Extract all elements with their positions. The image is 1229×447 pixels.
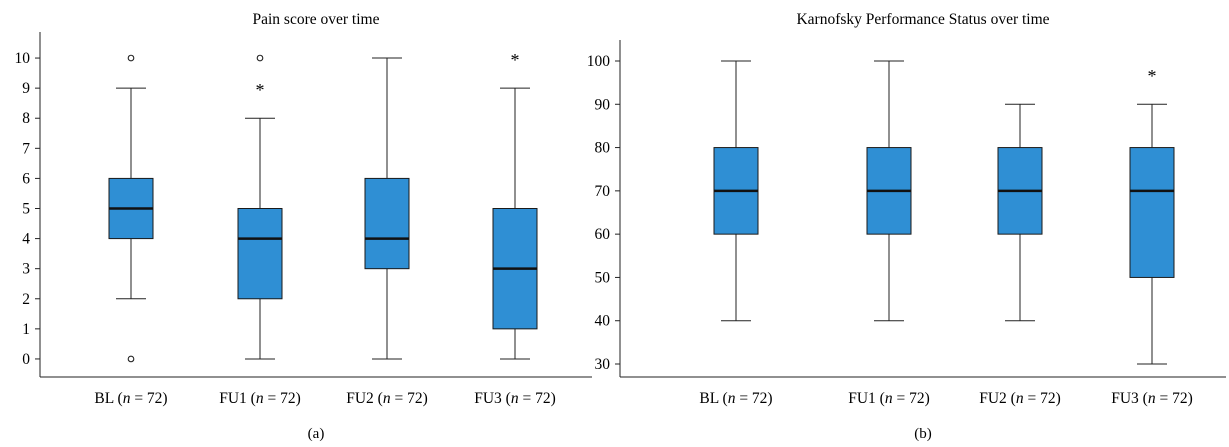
panel-b-category-label: FU2 (n = 72) [979,390,1061,407]
panel-b-y-tick-label: 30 [595,356,611,373]
outlier-point [127,54,135,62]
outlier-point [256,54,264,62]
panel-a-y-tick-label: 2 [22,291,30,308]
panel-b-title: Karnofsky Performance Status over time [796,11,1049,28]
panel-a-category-label: FU1 (n = 72) [219,390,301,407]
panel-a-y-tick-label: 9 [22,80,30,97]
panel-a-box-FU3: * [492,50,538,360]
panel-a-box-FU1: * [237,54,283,360]
panel-a: Pain score over time 0 1 2 3 4 5 6 7 8 9 10 BL (n = … [15,11,592,442]
extreme-point: * [1148,66,1157,86]
extreme-point: * [256,80,265,100]
panel-b: Karnofsky Performance Status over time 30… [587,11,1226,442]
panel-b-y-tick-label: 60 [595,226,611,243]
outlier-point [127,355,135,363]
panel-a-y-tick-label: 5 [22,201,30,218]
iqr-box [1129,147,1175,278]
panel-a-y-tick-label: 8 [22,110,30,127]
panel-a-y-tick-label: 4 [22,231,30,248]
panel-a-category-label: BL (n = 72) [94,390,167,407]
panel-b-category-label: FU3 (n = 72) [1111,390,1193,407]
panel-b-y-tick-label: 70 [595,183,611,200]
panel-b-box-FU3: * [1129,66,1175,365]
panel-b-y-tick-label: 50 [595,269,611,286]
panel-b-category-label: FU1 (n = 72) [848,390,930,407]
panel-b-box-FU1 [866,60,912,322]
panel-b-box-BL [713,60,759,322]
panel-a-y-tick-label: 6 [22,170,30,187]
panel-a-y-tick-label: 7 [22,140,30,157]
panel-b-box-FU2 [997,103,1043,322]
panel-a-box-BL [108,54,154,363]
panel-a-category-label: FU3 (n = 72) [474,390,556,407]
panel-a-label: (a) [308,426,325,442]
panel-a-y-tick-label: 10 [15,50,31,67]
iqr-box [237,208,283,300]
panel-b-y-tick-label: 80 [595,140,611,157]
panel-b-label: (b) [914,426,932,442]
panel-a-box-FU2 [364,57,410,360]
panel-a-y-tick-label: 3 [22,261,30,278]
extreme-point: * [511,50,520,70]
panel-b-y-tick-label: 90 [595,96,611,113]
panel-a-category-label: FU2 (n = 72) [346,390,428,407]
panel-b-category-label: BL (n = 72) [699,390,772,407]
panel-b-y-tick-label: 100 [587,53,611,70]
panel-a-y-tick-label: 0 [22,351,30,368]
panel-b-y-tick-label: 40 [595,313,611,330]
panel-a-title: Pain score over time [253,11,380,28]
iqr-box [364,177,410,270]
panel-a-y-tick-label: 1 [22,321,30,338]
